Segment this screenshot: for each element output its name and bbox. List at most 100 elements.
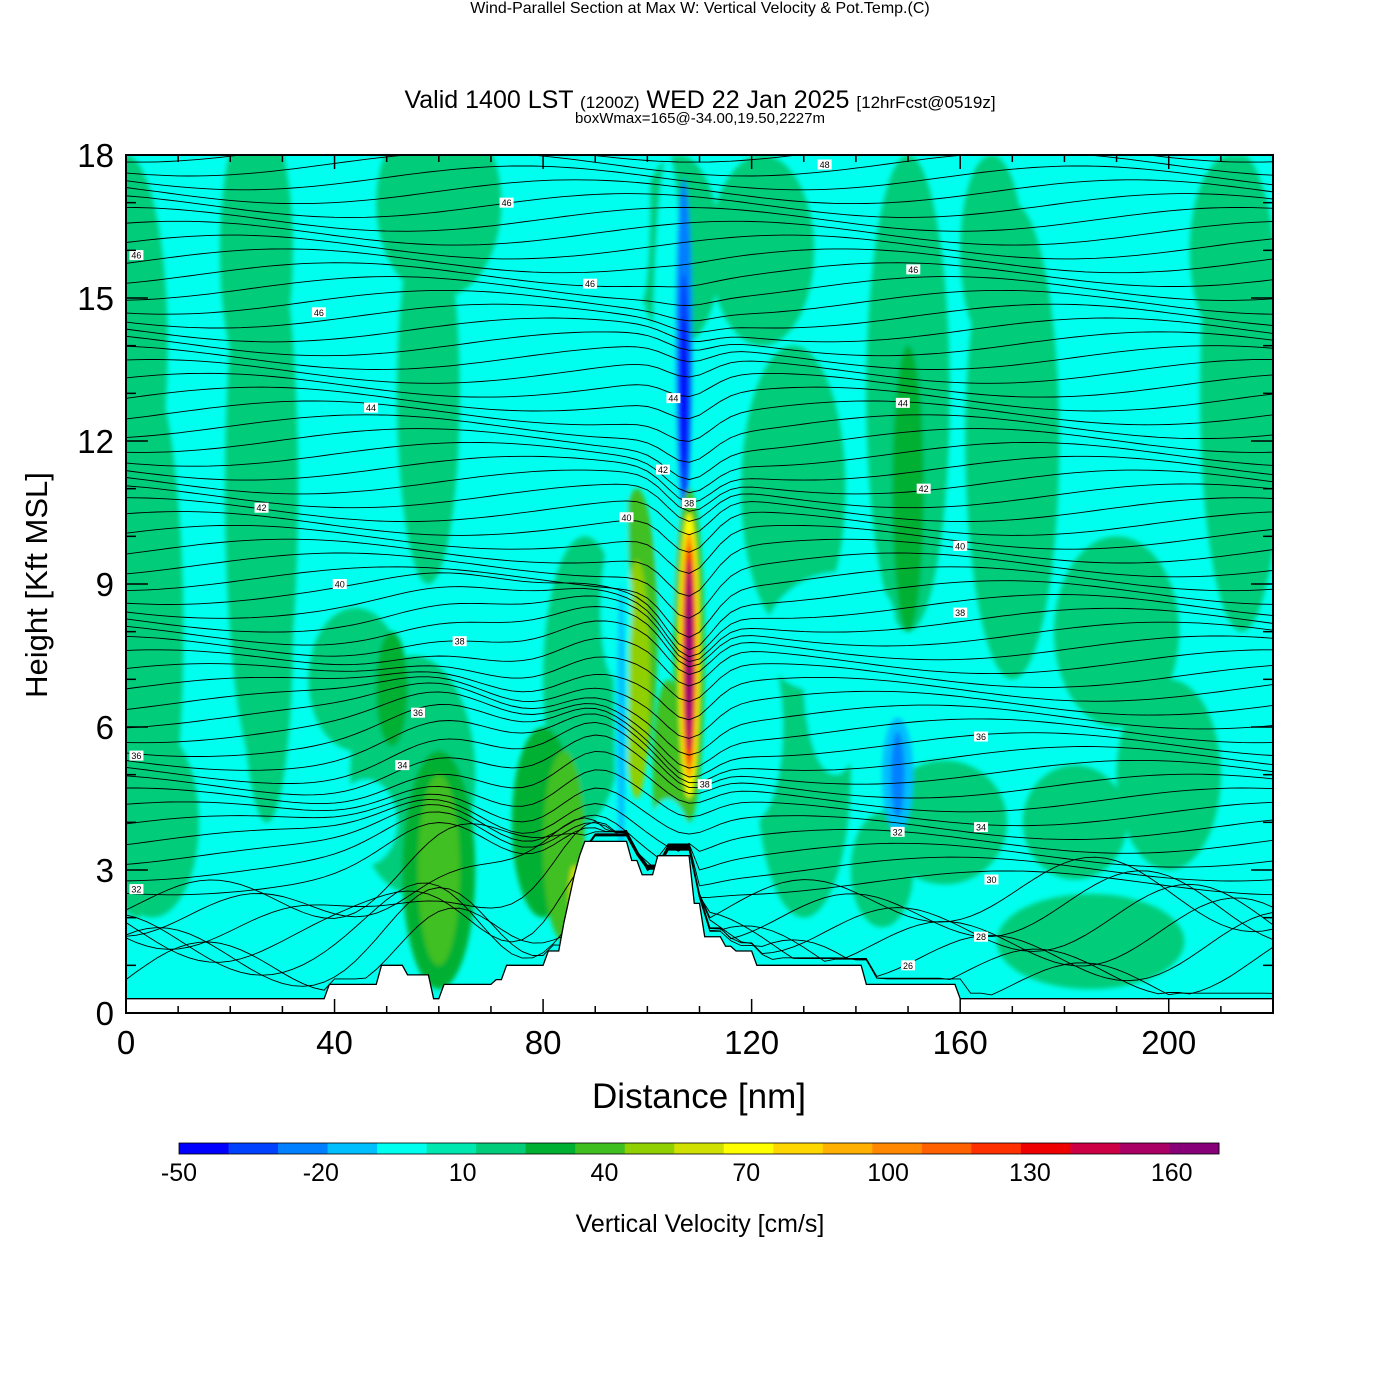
valid-date: WED 22 Jan 2025 [646, 86, 850, 114]
colorbar-swatch [476, 1143, 527, 1154]
isentrope-label-bg [974, 931, 989, 942]
isentrope-line [126, 234, 1273, 260]
isentrope-label-text: 36 [976, 732, 986, 742]
isentrope-label-text: 38 [700, 780, 710, 790]
isentrope-label: 40 [332, 579, 347, 590]
isentrope-line [126, 572, 1273, 651]
x-axis-label: Distance [nm] [592, 1077, 806, 1116]
isentrope-label-bg [410, 707, 425, 718]
isentrope-line [126, 566, 1273, 638]
isentrope-line [126, 497, 1273, 536]
isentrope-label-bg [395, 760, 410, 771]
colorbar-swatch [872, 1143, 923, 1154]
isentrope-label-text: 32 [131, 885, 141, 895]
x-tick-label: 40 [316, 1024, 353, 1061]
isentrope-label: 32 [890, 826, 905, 837]
axis-ticks [125, 154, 1274, 1014]
isentrope-line [126, 248, 1273, 274]
isentrope-label-bg [953, 540, 968, 551]
isentrope-line [126, 372, 1273, 398]
isentrope-label: 36 [129, 750, 144, 761]
isentrope-line [126, 734, 1273, 799]
isentrope-line [126, 606, 1273, 668]
velocity-cell [960, 155, 1023, 346]
isentrope-label-bg [890, 826, 905, 837]
isentrope-label-bg [254, 502, 269, 513]
isentrope-label: 46 [311, 307, 326, 318]
isentrope-label-text: 46 [314, 308, 324, 318]
velocity-cell [334, 779, 398, 866]
isentrope-label: 44 [364, 402, 379, 413]
isentrope-label-text: 46 [131, 251, 141, 261]
colorbar-swatch [525, 1143, 576, 1154]
isentrope-label-text: 34 [397, 761, 407, 771]
isentrope-label-bg [666, 393, 681, 404]
colorbar-swatch [1169, 1143, 1220, 1154]
isentrope-line [126, 345, 1273, 370]
colorbar-swatch [327, 1143, 378, 1154]
velocity-cell [397, 202, 460, 584]
isentrope-line [126, 637, 1273, 687]
isentrope-line [126, 317, 1273, 343]
isentrope-label-bg [953, 607, 968, 618]
x-tick-label: 80 [525, 1024, 562, 1061]
colorbar-swatch [278, 1143, 329, 1154]
colorbar-swatch [723, 1143, 774, 1154]
colorbar-swatch [921, 1143, 972, 1154]
colorbar-swatch [179, 1143, 230, 1154]
valid-time-utc: (1200Z) [580, 93, 640, 112]
colorbar-tick-label: 70 [732, 1159, 760, 1187]
y-axis-tick-labels: 0 3 6 9 12 15 18 [77, 137, 114, 1032]
isentrope-label-bg [311, 307, 326, 318]
isentrope-line [126, 469, 1273, 512]
colorbar-swatch [822, 1143, 873, 1154]
isentrope-line [126, 804, 1273, 871]
colorbar-swatch [1070, 1143, 1121, 1154]
isentrope-line [126, 289, 1273, 322]
isentrope-line [126, 414, 1273, 463]
x-tick-label: 200 [1141, 1024, 1196, 1061]
terrain-profile [126, 840, 1273, 1013]
isentrope-label-bg [364, 402, 379, 413]
isentrope-label-text: 26 [903, 961, 913, 971]
colorbar-swatch [624, 1143, 675, 1154]
isentrope-label: 44 [895, 397, 910, 408]
isentrope-label: 38 [697, 779, 712, 790]
velocity-cell [126, 727, 199, 918]
velocity-cell [1022, 765, 1128, 880]
velocity-cell [892, 345, 924, 632]
isentrope-line [126, 165, 1273, 191]
colorbar-swatch [971, 1143, 1022, 1154]
chart-title: Wind-Parallel Section at Max W: Vertical… [0, 0, 1400, 18]
isentrope-label-bg [974, 731, 989, 742]
isentrope-line [126, 483, 1273, 522]
x-axis-tick-labels: 0 40 80 120 160 200 [117, 1024, 1196, 1061]
isentrope-line [126, 455, 1273, 504]
isentrope-line [126, 262, 1273, 288]
velocity-cell [617, 584, 626, 870]
isentrope-line [126, 206, 1273, 232]
forecast-info: [12hrFcst@0519z] [856, 93, 996, 112]
isentrope-label-text: 34 [976, 823, 986, 833]
isentrope-label-text: 40 [622, 513, 632, 523]
colorbar-swatch [377, 1143, 428, 1154]
valid-time-line: Valid 1400 LST (1200Z) WED 22 Jan 2025 [… [0, 86, 1400, 115]
isentrope-label: 46 [906, 264, 921, 275]
colorbar-tick-label: -50 [161, 1159, 197, 1187]
isentrope-label-bg [984, 874, 999, 885]
velocity-cell [741, 345, 846, 632]
isentrope-label-bg [697, 779, 712, 790]
isentrope-label-text: 42 [919, 484, 929, 494]
isentrope-line [126, 179, 1273, 205]
isentrope-label-text: 38 [955, 608, 965, 618]
colorbar-swatch [773, 1143, 824, 1154]
isentrope-label-text: 40 [955, 541, 965, 551]
isentrope-line [126, 769, 1273, 827]
velocity-cell [634, 155, 650, 298]
isentrope-line [126, 131, 1273, 148]
isentrope-label-bg [974, 822, 989, 833]
colorbar-tick-labels: -50 -20 10 40 70 100 130 160 [161, 1159, 1193, 1187]
isentrope-label: 42 [254, 502, 269, 513]
isentrope-line [126, 798, 1273, 854]
isentrope-line [126, 193, 1273, 218]
